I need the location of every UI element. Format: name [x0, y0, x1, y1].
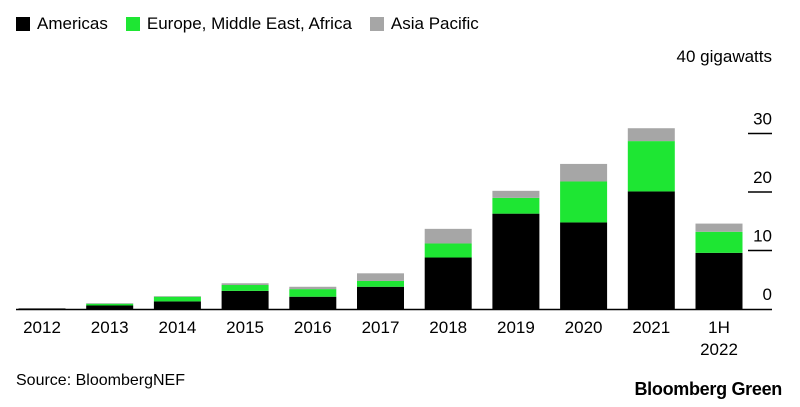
bar-emea-6 [424, 243, 472, 258]
bar-emea-1 [86, 303, 134, 306]
legend-label-emea: Europe, Middle East, Africa [146, 14, 352, 33]
legend-swatch-emea [125, 17, 140, 31]
y-axis-unit-label: 40 gigawatts [677, 47, 772, 66]
bar-americas-0 [18, 308, 66, 309]
legend-item-emea: Europe, Middle East, Africa [125, 14, 352, 34]
x-tick-label-5: 2017 [362, 318, 400, 337]
bar-americas-9 [627, 191, 675, 309]
x-tick-label-9: 2021 [632, 318, 670, 337]
bar-americas-5 [357, 286, 404, 309]
x-tick-label-4: 2016 [294, 318, 332, 337]
x-tick-label-1: 2013 [91, 318, 129, 337]
y-tick-label-10: 10 [753, 227, 772, 246]
bar-emea-5 [357, 280, 404, 287]
x-tick-label-7: 2019 [497, 318, 535, 337]
x-tick-label-3: 2015 [226, 318, 264, 337]
bar-apac-3 [221, 283, 269, 286]
bar-americas-3 [221, 290, 269, 309]
bar-emea-2 [153, 296, 201, 302]
bar-emea-9 [627, 141, 675, 192]
bar-americas-2 [153, 301, 201, 309]
legend-label-americas: Americas [37, 14, 108, 33]
legend-item-americas: Americas [16, 14, 108, 34]
brand-logo: Bloomberg Green [634, 379, 782, 399]
bar-emea-3 [221, 285, 269, 291]
bar-americas-4 [289, 296, 337, 309]
legend-swatch-americas [16, 17, 30, 31]
bar-americas-6 [424, 257, 472, 309]
legend-swatch-apac [369, 17, 384, 31]
bar-apac-5 [357, 273, 404, 281]
bar-apac-10 [695, 223, 743, 232]
legend-label-apac: Asia Pacific [390, 14, 479, 33]
bar-americas-10 [695, 252, 743, 309]
x-tick-label-10-0: 1H [708, 318, 730, 337]
bar-americas-7 [492, 213, 540, 309]
bar-emea-8 [560, 181, 608, 223]
bar-apac-2 [153, 296, 201, 297]
y-tick-label-0: 0 [763, 285, 772, 304]
legend: Americas Europe, Middle East, Africa Asi… [16, 14, 497, 34]
bar-apac-8 [560, 163, 608, 182]
bar-americas-8 [560, 222, 608, 309]
bar-apac-7 [492, 190, 540, 198]
x-tick-label-0: 2012 [23, 318, 61, 337]
x-tick-label-6: 2018 [429, 318, 467, 337]
bar-apac-1 [86, 303, 134, 304]
bar-emea-4 [289, 289, 337, 297]
bar-apac-9 [627, 128, 675, 142]
source-note: Source: BloombergNEF [16, 372, 185, 389]
y-tick-label-20: 20 [753, 168, 772, 187]
legend-item-apac: Asia Pacific [369, 14, 479, 34]
bar-emea-7 [492, 197, 540, 214]
y-tick-label-30: 30 [753, 110, 772, 129]
bar-apac-6 [424, 228, 472, 244]
bar-emea-10 [695, 231, 743, 253]
x-tick-label-2: 2014 [158, 318, 196, 337]
bar-apac-4 [289, 286, 337, 290]
x-tick-label-8: 2020 [565, 318, 603, 337]
bar-americas-1 [86, 305, 134, 309]
x-tick-label-10-1: 2022 [700, 340, 738, 359]
